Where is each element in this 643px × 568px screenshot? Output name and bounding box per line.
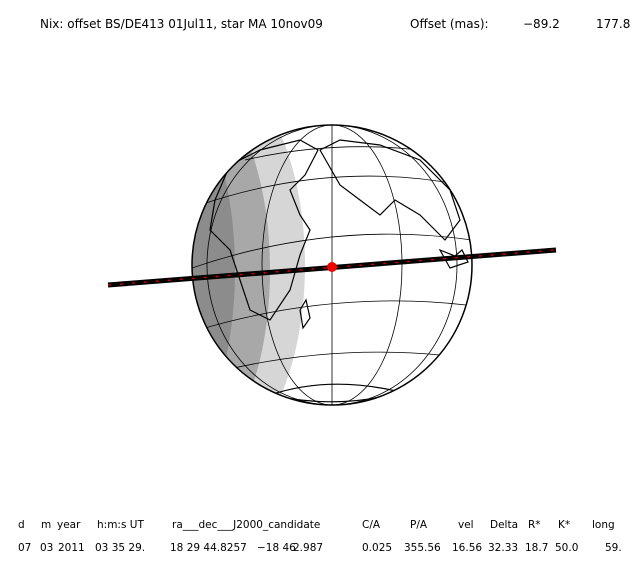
shadow-track bbox=[107, 247, 557, 288]
column-header: R* bbox=[528, 519, 541, 531]
globe bbox=[191, 124, 473, 406]
table-cell: 03 35 29. bbox=[95, 542, 145, 554]
table-cell: 0.025 bbox=[362, 542, 392, 554]
table-cell: 18.7 bbox=[525, 542, 548, 554]
column-header: year bbox=[57, 519, 81, 531]
table-cell: −18 46 bbox=[257, 542, 296, 554]
table-cell: 59. bbox=[605, 542, 622, 554]
table-cell: 32.33 bbox=[488, 542, 518, 554]
column-header: m bbox=[41, 519, 51, 531]
table-cell: 18 29 44.8257 bbox=[170, 542, 247, 554]
column-header: P/A bbox=[410, 519, 428, 531]
offset-label: Offset (mas): bbox=[410, 17, 489, 31]
column-header: d bbox=[18, 519, 25, 531]
map-title: Nix: offset BS/DE413 01Jul11, star MA 10… bbox=[40, 17, 323, 31]
table-cell: 07 bbox=[18, 542, 31, 554]
table-cell: 03 bbox=[40, 542, 53, 554]
column-header: Delta bbox=[490, 519, 518, 531]
table-cell: 16.56 bbox=[452, 542, 482, 554]
table-cell: 2.987 bbox=[293, 542, 323, 554]
offset-value: 177.8 bbox=[596, 17, 630, 31]
table-cell: 50.0 bbox=[555, 542, 578, 554]
table-cell: 355.56 bbox=[404, 542, 441, 554]
column-header: C/A bbox=[362, 519, 381, 531]
table-cell: 2011 bbox=[58, 542, 85, 554]
offset-value: −89.2 bbox=[523, 17, 560, 31]
column-header: K* bbox=[558, 519, 570, 531]
column-header: vel bbox=[458, 519, 474, 531]
column-header: ra___dec___J2000_candidate bbox=[172, 519, 320, 531]
column-header: long bbox=[592, 519, 615, 531]
column-header: h:m:s UT bbox=[97, 519, 144, 531]
event-table: d m year h:m:s UT ra___dec___J2000_candidate… bbox=[18, 519, 622, 554]
